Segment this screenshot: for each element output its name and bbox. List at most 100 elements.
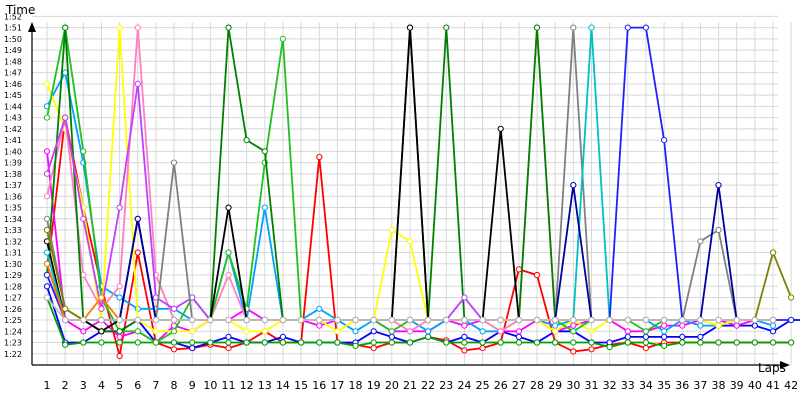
data-point	[406, 328, 414, 335]
data-point	[624, 333, 631, 340]
x-tick-label: 14	[276, 379, 290, 392]
data-point	[533, 316, 541, 324]
x-tick-label: 36	[675, 379, 689, 392]
data-point	[388, 226, 395, 234]
data-point	[98, 339, 105, 346]
data-point	[679, 333, 686, 340]
data-point	[370, 345, 377, 352]
y-tick-label: 1:38	[4, 170, 22, 179]
x-tick-label: 21	[403, 379, 417, 392]
x-tick-label: 19	[367, 379, 381, 392]
data-point	[261, 328, 268, 335]
data-point	[406, 339, 414, 346]
data-point	[334, 316, 341, 324]
data-point	[352, 342, 359, 349]
data-point	[769, 339, 777, 346]
data-point	[243, 328, 250, 335]
data-point	[570, 328, 577, 335]
data-point	[261, 339, 268, 346]
data-point	[370, 316, 377, 324]
data-point	[733, 316, 740, 324]
x-tick-label: 30	[566, 379, 580, 392]
data-point	[116, 204, 123, 211]
x-tick-label: 23	[439, 379, 453, 392]
data-point	[715, 182, 722, 189]
y-tick-label: 1:39	[4, 159, 22, 168]
data-point	[661, 137, 668, 144]
y-tick-label: 1:30	[4, 260, 22, 269]
data-point	[152, 316, 159, 324]
x-tick-label: 25	[476, 379, 490, 392]
series-line	[43, 294, 777, 324]
data-point	[261, 316, 268, 324]
data-point	[116, 283, 123, 290]
data-point	[43, 193, 51, 200]
data-point	[697, 316, 704, 324]
data-point	[570, 339, 577, 346]
data-point	[43, 226, 51, 234]
data-point	[80, 328, 87, 335]
data-point	[43, 294, 51, 301]
data-point	[697, 322, 704, 329]
data-point	[225, 271, 232, 279]
y-tick-label: 1:47	[4, 69, 22, 78]
data-point	[642, 339, 650, 346]
x-tick-label: 16	[312, 379, 326, 392]
data-point	[134, 80, 141, 88]
data-point	[334, 328, 341, 335]
data-point	[388, 333, 395, 340]
data-point	[98, 328, 105, 335]
data-point	[62, 24, 69, 31]
data-point	[624, 316, 631, 324]
data-point	[461, 339, 468, 346]
series	[43, 24, 800, 360]
data-point	[116, 333, 123, 340]
data-point	[588, 316, 595, 324]
data-point	[388, 328, 395, 335]
data-point	[152, 328, 159, 335]
x-tick-label: 35	[657, 379, 671, 392]
x-tick-label: 29	[548, 379, 562, 392]
x-tick-label: 26	[494, 379, 508, 392]
x-tick-label: 22	[421, 379, 435, 392]
data-point	[425, 328, 432, 335]
data-point	[62, 305, 69, 312]
data-point	[515, 316, 523, 324]
data-point	[80, 215, 87, 222]
data-point	[533, 339, 541, 346]
x-tick-label: 9	[189, 379, 196, 392]
data-point	[497, 328, 504, 335]
data-point	[642, 316, 650, 324]
data-point	[98, 316, 105, 324]
data-point	[116, 339, 123, 346]
data-point	[570, 316, 577, 324]
data-point	[298, 339, 305, 346]
x-tick-label: 20	[385, 379, 399, 392]
data-point	[225, 204, 232, 211]
data-point	[461, 347, 468, 354]
x-tick-label: 6	[134, 379, 141, 392]
x-tick-label: 7	[152, 379, 159, 392]
data-point	[207, 316, 214, 324]
x-tick-label: 15	[294, 379, 308, 392]
data-point	[715, 316, 722, 324]
data-point	[116, 316, 123, 324]
y-tick-label: 1:45	[4, 91, 22, 100]
data-point	[515, 328, 523, 335]
y-tick-label: 1:33	[4, 226, 22, 235]
data-point	[279, 35, 286, 43]
y-tick-label: 1:41	[4, 136, 22, 145]
data-point	[515, 333, 523, 340]
data-point	[316, 322, 323, 329]
data-point	[461, 322, 468, 329]
y-tick-label: 1:46	[4, 80, 22, 89]
y-tick-label: 1:24	[4, 327, 22, 336]
x-tick-label: 10	[203, 379, 217, 392]
data-point	[207, 339, 214, 346]
y-tick-label: 1:29	[4, 271, 22, 280]
y-tick-label: 1:34	[4, 215, 22, 224]
data-point	[606, 343, 613, 351]
data-point	[661, 328, 668, 335]
data-point	[751, 322, 758, 329]
data-point	[570, 348, 577, 355]
